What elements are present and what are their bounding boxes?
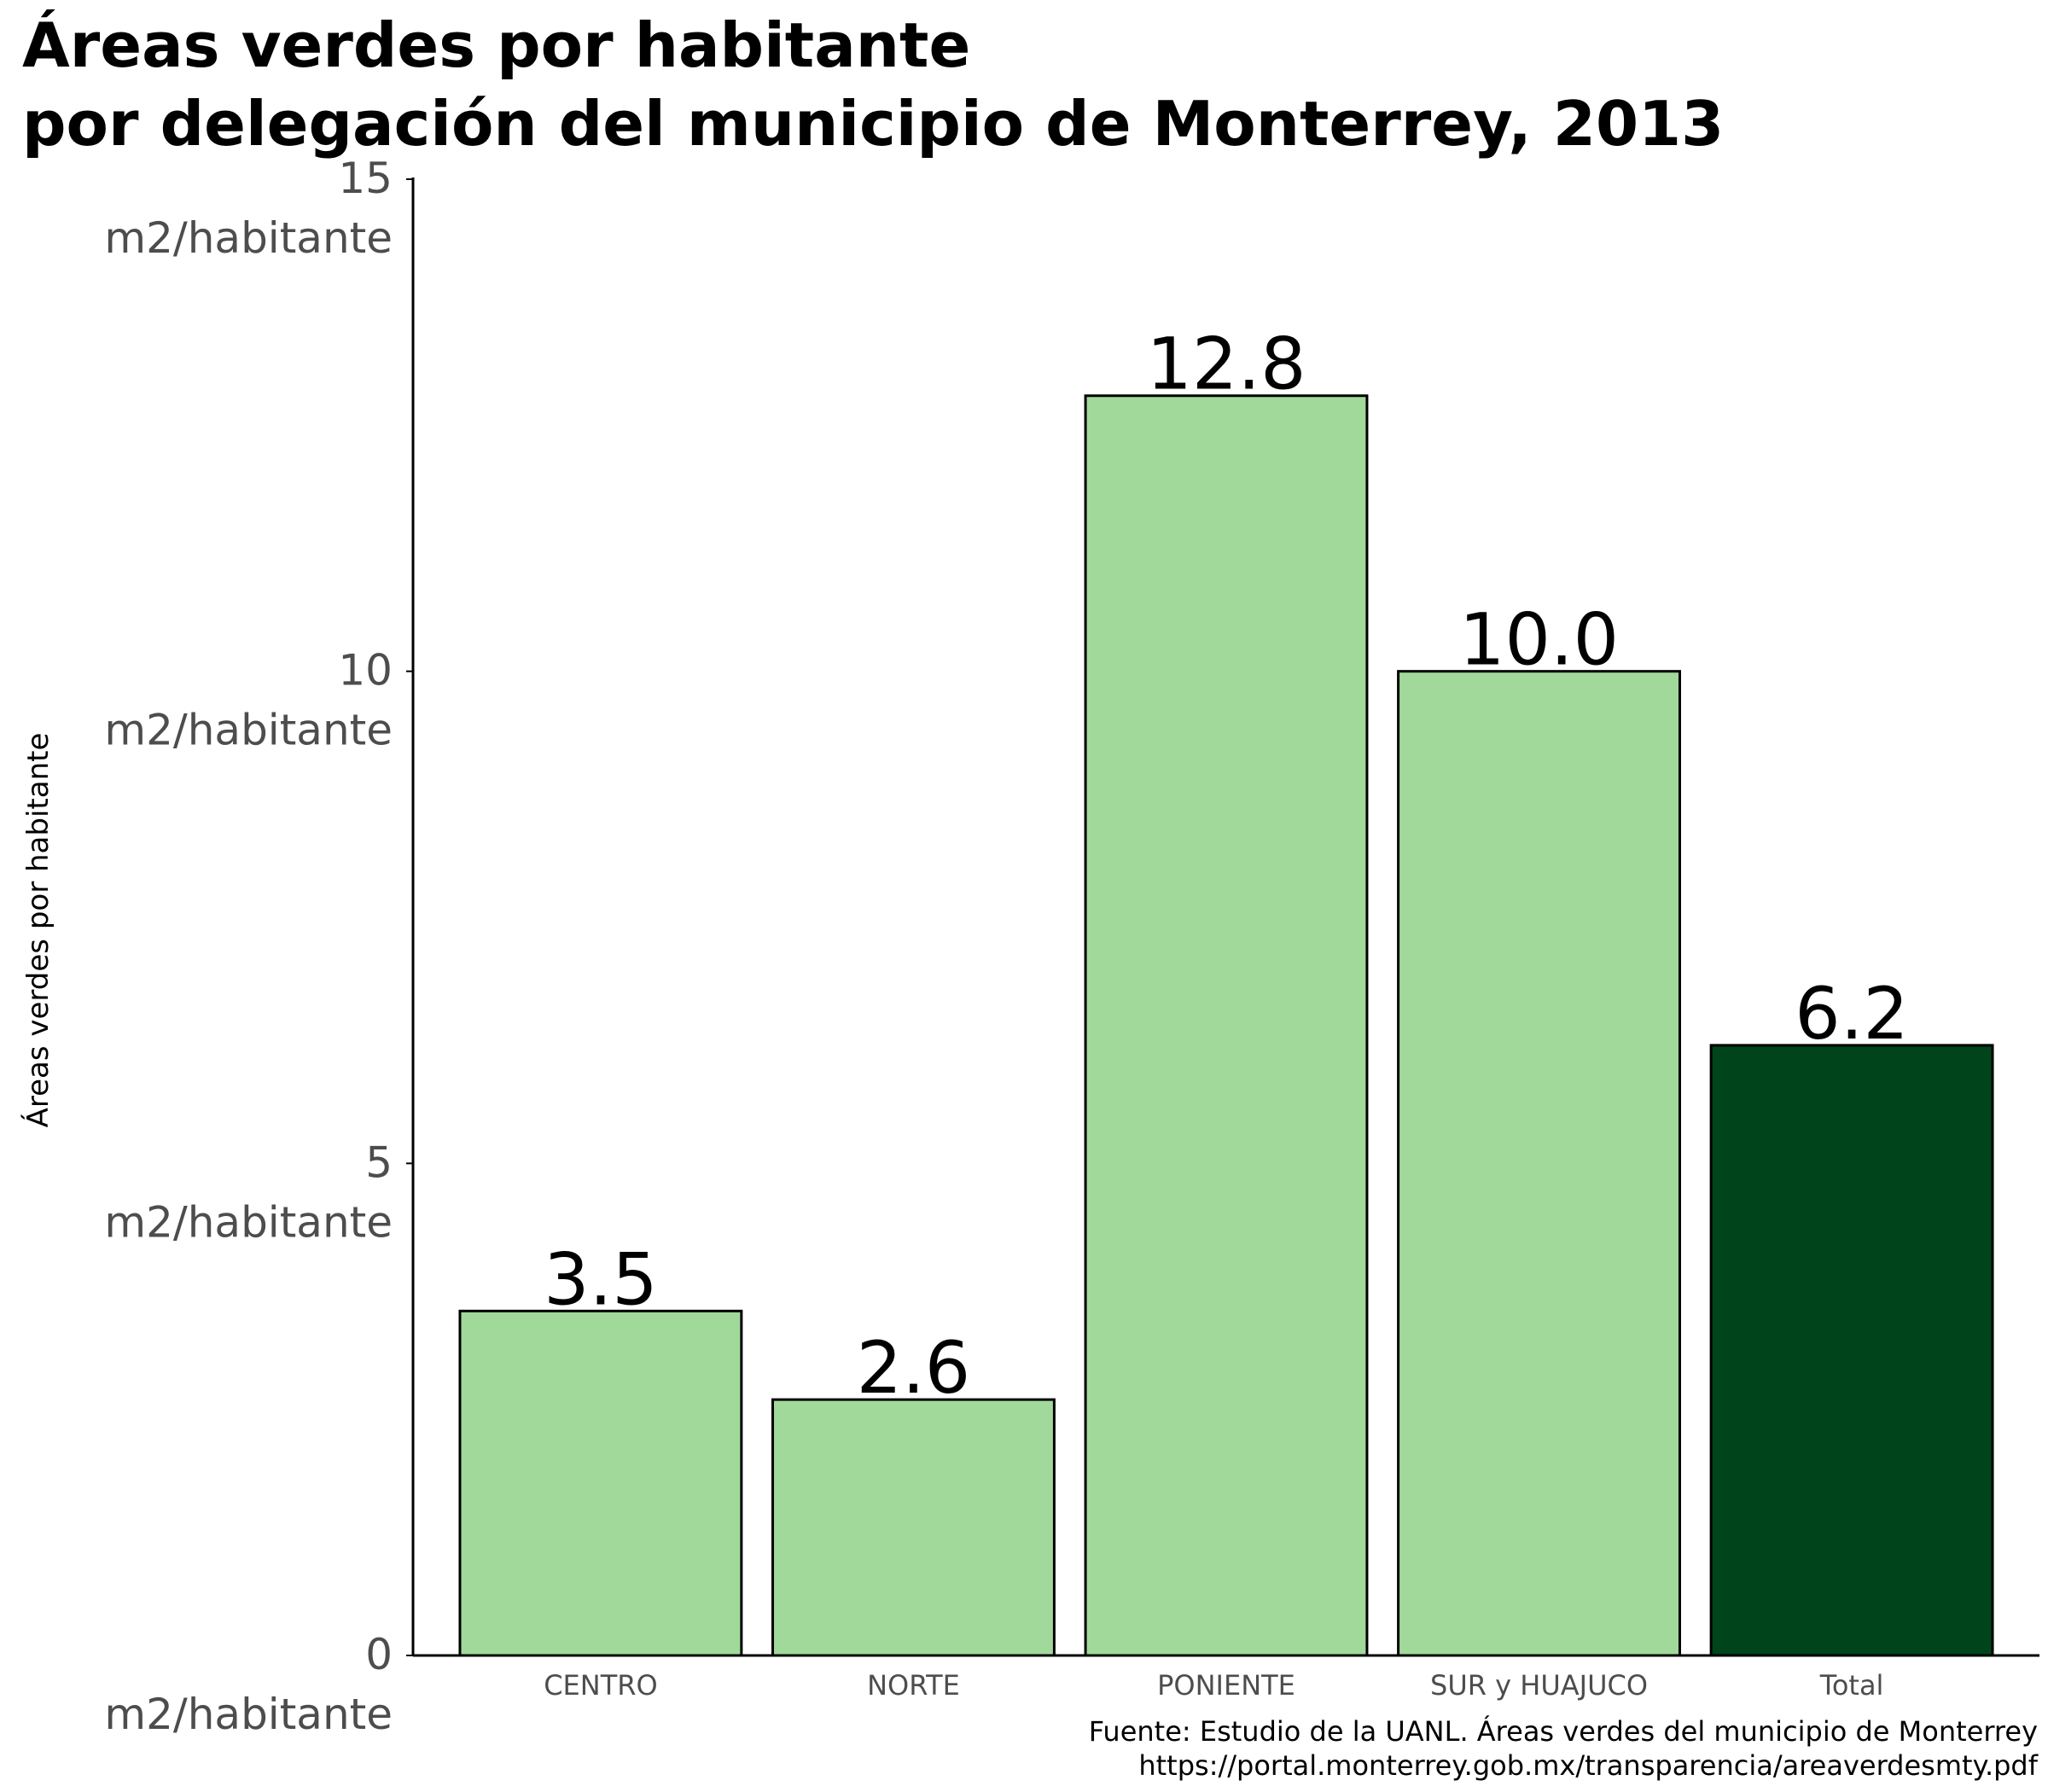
bar-value-label: 10.0 [1459,598,1619,682]
x-tick-label: SUR y HUAJUCO [1430,1669,1648,1702]
bar-sur-y-huajuco [1397,670,1681,1657]
bar-total [1709,1044,1994,1657]
x-axis-ticks: CENTRO NORTE PONIENTE SUR y HUAJUCO Total [544,1669,1883,1702]
bar-value-label: 6.2 [1795,972,1909,1056]
y-tick-unit: m2/habitante [104,213,393,263]
bar-norte [771,1398,1056,1657]
y-tick-unit: m2/habitante [104,1690,393,1739]
y-tick-label: 5 [365,1137,393,1187]
caption-url: https://portal.monterrey.gob.mx/transpar… [1138,1749,2038,1782]
y-tick-unit: m2/habitante [104,1197,393,1247]
y-tick-label: 10 [338,646,393,695]
y-axis-ticks: 0 m2/habitante 5 m2/habitante 10 m2/habitante… [104,154,413,1739]
bar-value-label: 12.8 [1146,323,1306,406]
x-tick-label: Total [1819,1669,1884,1702]
y-tick-label: 15 [338,154,393,203]
bar-centro [458,1309,743,1657]
bar-value-label: 3.5 [544,1237,658,1321]
bars [458,394,1994,1657]
chart-title-line-1: Áreas verdes por habitante [22,9,970,81]
x-tick-label: PONIENTE [1157,1669,1295,1702]
y-tick-label: 0 [365,1630,393,1679]
x-tick-label: CENTRO [544,1669,657,1702]
chart-title-line-2: por delegación del municipio de Monterre… [22,88,1724,160]
y-tick-unit: m2/habitante [104,706,393,755]
bar-value-label: 2.6 [857,1326,971,1410]
caption-source: Fuente: Estudio de la UANL. Áreas verdes… [1089,1715,2038,1748]
y-axis-title: Áreas verdes por habitante [20,733,55,1128]
x-tick-label: NORTE [867,1669,960,1702]
bar-poniente [1084,394,1369,1657]
bar-value-labels: 3.5 2.6 12.8 10.0 6.2 [544,323,1909,1410]
